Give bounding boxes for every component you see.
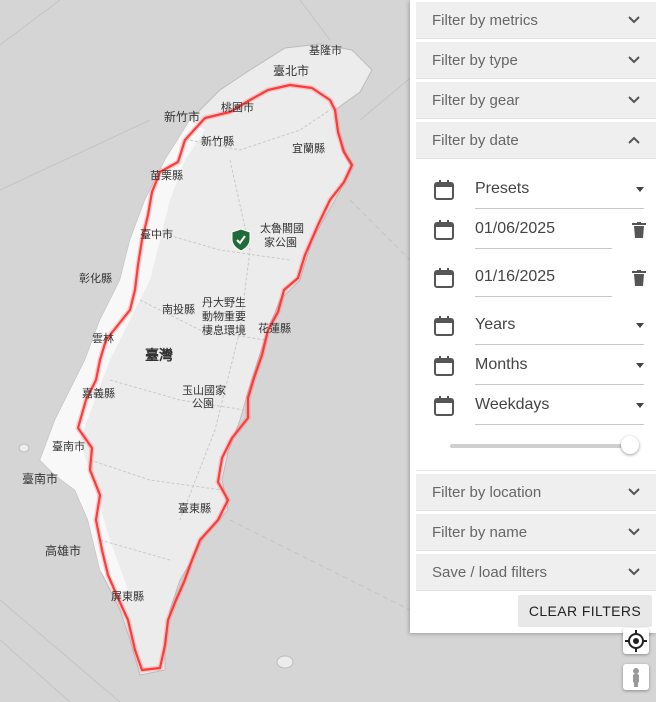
calendar-icon	[434, 180, 454, 200]
start-date-value: 01/06/2025	[475, 220, 556, 237]
filter-type-header[interactable]: Filter by type	[416, 42, 656, 79]
label-chiayi: 嘉義縣	[82, 386, 115, 400]
filter-name-label: Filter by name	[432, 524, 528, 541]
start-date-row: 01/06/2025	[434, 212, 646, 249]
months-value: Months	[475, 356, 528, 373]
dropdown-arrow-icon	[636, 363, 644, 368]
label-yushan-1: 玉山國家	[182, 383, 226, 397]
label-yushan-2: 公園	[192, 397, 214, 410]
label-tainan-short: 臺南市	[52, 439, 85, 453]
label-danda-3: 棲息環境	[202, 323, 246, 337]
calendar-icon	[434, 220, 454, 240]
clear-filters-button[interactable]: CLEAR FILTERS	[518, 595, 652, 627]
label-taitung: 臺東縣	[178, 501, 211, 515]
filter-location-label: Filter by location	[432, 484, 542, 501]
label-taichung: 臺中市	[140, 227, 173, 241]
dropdown-arrow-icon	[636, 187, 644, 192]
label-taiwan: 臺灣	[145, 347, 173, 364]
label-tainan: 臺南市	[22, 471, 58, 486]
filter-date-header[interactable]: Filter by date	[416, 122, 656, 159]
label-taoyuan: 桃園市	[221, 100, 254, 114]
start-date-input[interactable]: 01/06/2025	[475, 212, 612, 249]
label-yunlin: 雲林	[92, 331, 114, 345]
calendar-icon	[434, 396, 454, 416]
label-taroko-1: 太魯閣國	[260, 221, 304, 235]
label-kaohsiung: 高雄市	[45, 543, 81, 558]
end-date-input[interactable]: 01/16/2025	[475, 260, 612, 297]
chevron-down-icon	[628, 16, 640, 24]
clear-filters-label: CLEAR FILTERS	[528, 603, 642, 619]
calendar-icon	[434, 316, 454, 336]
filter-gear-label: Filter by gear	[432, 92, 520, 109]
label-hsinchu-county: 新竹縣	[201, 134, 234, 148]
filter-gear-header[interactable]: Filter by gear	[416, 82, 656, 119]
pegman-icon	[633, 668, 639, 687]
district-boundaries	[89, 109, 331, 561]
label-danda-1: 丹大野生	[202, 295, 246, 309]
chevron-down-icon	[628, 56, 640, 64]
label-yilan: 宜蘭縣	[292, 141, 325, 155]
route-glow	[75, 82, 355, 673]
dropdown-arrow-icon	[636, 323, 644, 328]
end-date-row: 01/16/2025	[434, 260, 646, 297]
shield-check-icon[interactable]	[231, 228, 251, 252]
chevron-down-icon	[628, 528, 640, 536]
chevron-down-icon	[628, 96, 640, 104]
chevron-down-icon	[628, 568, 640, 576]
filter-metrics-header[interactable]: Filter by metrics	[416, 2, 656, 39]
label-taipei: 臺北市	[273, 63, 309, 78]
label-taroko-2: 家公園	[264, 235, 297, 249]
crosshair-icon	[625, 630, 647, 652]
trash-icon[interactable]	[632, 270, 646, 286]
label-pingtung: 屏東縣	[111, 590, 144, 603]
streetview-button[interactable]	[623, 664, 649, 690]
locate-button[interactable]	[623, 628, 649, 654]
label-hualien: 花蓮縣	[258, 321, 291, 335]
filter-type-label: Filter by type	[432, 52, 518, 69]
presets-value: Presets	[475, 180, 530, 197]
label-nantou: 南投縣	[162, 302, 195, 316]
filter-location-header[interactable]: Filter by location	[416, 474, 656, 511]
weekdays-value: Weekdays	[475, 396, 550, 413]
filter-name-header[interactable]: Filter by name	[416, 514, 656, 551]
save-load-filters-header[interactable]: Save / load filters	[416, 554, 656, 591]
date-filter-body: Presets 01/06/2025 01/16/2025 Years	[416, 160, 656, 471]
weekdays-select[interactable]: Weekdays	[434, 388, 644, 425]
filter-metrics-label: Filter by metrics	[432, 12, 538, 29]
label-keelung: 基隆市	[309, 43, 342, 57]
activity-route	[76, 83, 354, 672]
calendar-icon	[434, 356, 454, 376]
end-date-value: 01/16/2025	[475, 268, 556, 285]
trash-icon[interactable]	[632, 222, 646, 238]
offshore-lines	[0, 0, 421, 702]
filter-panel: Filter by metrics Filter by type Filter …	[410, 0, 656, 633]
filter-date-label: Filter by date	[432, 132, 519, 149]
years-value: Years	[475, 316, 516, 333]
green-island	[276, 655, 294, 669]
presets-select[interactable]: Presets	[434, 172, 644, 209]
label-miaoli: 苗栗縣	[150, 169, 183, 182]
date-slider-track[interactable]	[450, 444, 630, 448]
months-select[interactable]: Months	[434, 348, 644, 385]
label-hsinchu-city: 新竹市	[164, 109, 200, 124]
chevron-down-icon	[628, 488, 640, 496]
islet	[18, 443, 30, 453]
date-slider-handle[interactable]	[621, 436, 639, 454]
save-load-filters-label: Save / load filters	[432, 564, 548, 581]
label-changhua: 彰化縣	[79, 271, 112, 285]
years-select[interactable]: Years	[434, 308, 644, 345]
chevron-up-icon	[628, 136, 640, 144]
dropdown-arrow-icon	[636, 403, 644, 408]
label-danda-2: 動物重要	[202, 309, 246, 323]
west-coast-urban	[40, 120, 205, 600]
calendar-icon	[434, 268, 454, 288]
